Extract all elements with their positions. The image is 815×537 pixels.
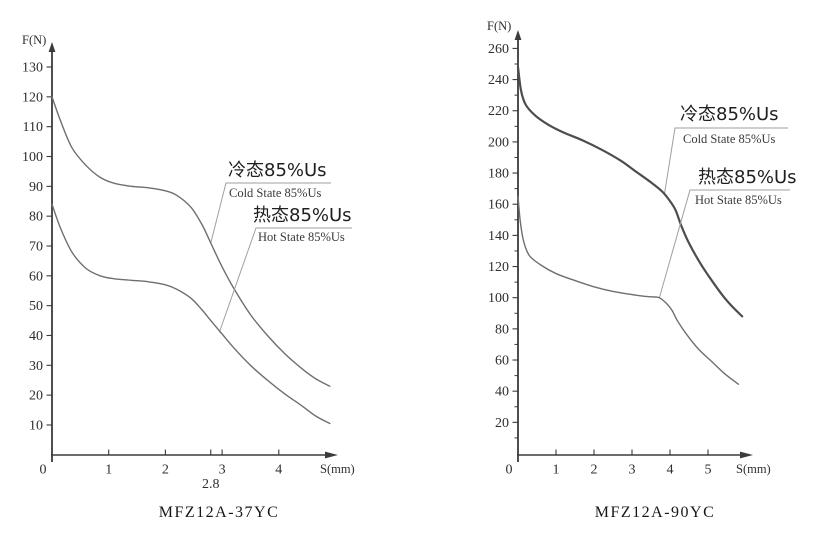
curve-hot-state <box>51 203 331 425</box>
y-tick-label: 100 <box>22 150 43 165</box>
x-axis-arrow-icon <box>740 451 753 459</box>
x-tick-label: 4 <box>275 463 282 478</box>
y-tick-label: 260 <box>488 42 509 57</box>
chart-title: MFZ12A-90YC <box>595 504 716 521</box>
legend-cold-en: Cold State 85%Us <box>683 132 775 146</box>
chart-mfz12a-90yc: 20 40 60 80 100 120 140 160 180 200 220 240 260 1 2 3 4 5… <box>488 30 790 478</box>
curve-hot-state <box>517 195 740 385</box>
y-tick-label: 20 <box>495 416 509 431</box>
y-tick-label: 100 <box>488 291 509 306</box>
y-tick-label: 110 <box>23 120 43 135</box>
x-tick-label: 3 <box>219 463 226 478</box>
legend-hot-cn: 热态85%Us <box>253 205 352 226</box>
x-tick-label: 3 <box>629 463 636 478</box>
y-tick-label: 70 <box>29 239 43 254</box>
y-tick-label: 50 <box>29 299 43 314</box>
y-tick-label: 200 <box>488 135 509 150</box>
y-tick-label: 80 <box>495 322 509 337</box>
y-tick-label: 60 <box>29 269 43 284</box>
legend-leader-line <box>663 127 788 195</box>
y-tick-label: 120 <box>488 260 509 275</box>
legend-cold-cn: 冷态85%Us <box>680 104 779 125</box>
y-tick-label: 160 <box>488 198 509 213</box>
x-tick-label: 2 <box>162 463 169 478</box>
curve-cold-state <box>516 66 744 318</box>
legend-leader-line <box>218 227 352 333</box>
y-tick-label: 120 <box>22 90 43 105</box>
legend-leader-line <box>658 189 790 298</box>
special-x-tick-label: 2.8 <box>202 477 220 492</box>
y-tick-label: 80 <box>29 210 43 225</box>
y-tick-label: 130 <box>22 61 43 76</box>
y-tick-label: 240 <box>488 73 509 88</box>
y-axis-arrow-icon <box>514 30 522 40</box>
origin-label: 0 <box>40 463 47 478</box>
y-tick-label: 90 <box>29 180 43 195</box>
legend-hot-en: Hot State 85%Us <box>695 193 782 207</box>
legend-cold-en: Cold State 85%Us <box>229 186 321 200</box>
y-tick-label: 10 <box>29 418 43 433</box>
y-tick-label: 30 <box>29 359 43 374</box>
y-tick-label: 180 <box>488 167 509 182</box>
origin-label: 0 <box>506 463 513 478</box>
x-axis-arrow-icon <box>325 451 338 459</box>
curve-cold-state <box>51 96 331 387</box>
chart-title: MFZ12A-37YC <box>159 504 280 521</box>
x-tick-label: 1 <box>105 463 112 478</box>
x-axis-label: S(mm) <box>736 462 771 476</box>
x-tick-label: 5 <box>705 463 712 478</box>
legend-hot-en: Hot State 85%Us <box>258 230 345 244</box>
y-axis-arrow-icon <box>48 42 56 52</box>
legend-leader-line <box>210 182 331 244</box>
y-tick-label: 140 <box>488 229 509 244</box>
x-tick-label: 2 <box>591 463 598 478</box>
x-axis-label: S(mm) <box>320 462 355 476</box>
x-tick-label: 4 <box>667 463 674 478</box>
y-axis-label: F(N) <box>22 33 46 47</box>
y-tick-label: 40 <box>495 385 509 400</box>
y-tick-label: 220 <box>488 104 509 119</box>
legend-hot-cn: 热态85%Us <box>698 167 797 188</box>
y-tick-label: 20 <box>29 389 43 404</box>
x-tick-label: 1 <box>553 463 560 478</box>
y-tick-label: 60 <box>495 354 509 369</box>
y-tick-label: 40 <box>29 329 43 344</box>
y-axis-label: F(N) <box>487 19 511 33</box>
legend-cold-cn: 冷态85%Us <box>228 160 327 181</box>
